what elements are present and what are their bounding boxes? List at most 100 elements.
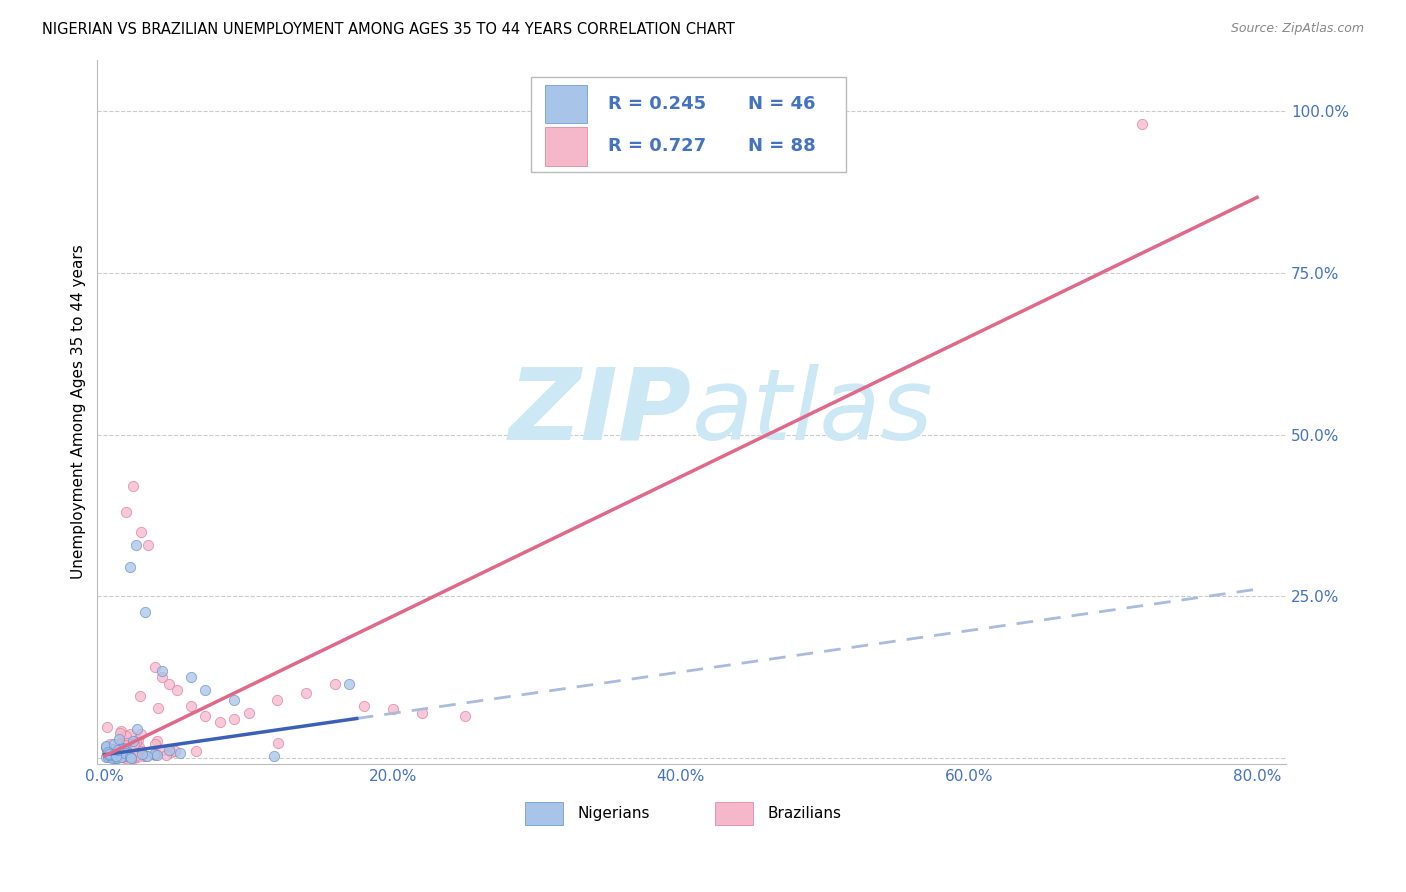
Point	[143, 737, 166, 751]
Point	[194, 709, 217, 723]
Text: NIGERIAN VS BRAZILIAN UNEMPLOYMENT AMONG AGES 35 TO 44 YEARS CORRELATION CHART: NIGERIAN VS BRAZILIAN UNEMPLOYMENT AMONG…	[42, 22, 735, 37]
Point	[110, 749, 132, 764]
Point	[184, 744, 207, 758]
Point	[295, 686, 318, 700]
Point	[120, 751, 142, 765]
Point	[111, 750, 134, 764]
Point	[101, 750, 124, 764]
Point	[110, 736, 132, 750]
Point	[125, 537, 148, 551]
Point	[208, 715, 231, 730]
Point	[117, 745, 139, 759]
Point	[263, 748, 285, 763]
Point	[101, 747, 124, 761]
Point	[118, 727, 141, 741]
Point	[166, 683, 188, 698]
Point	[107, 750, 129, 764]
Point	[98, 737, 121, 751]
Point	[112, 741, 135, 756]
Point	[118, 750, 141, 764]
Point	[107, 747, 129, 761]
Point	[107, 743, 129, 757]
Point	[110, 750, 132, 764]
Point	[115, 505, 138, 519]
Point	[381, 702, 404, 716]
Point	[127, 733, 149, 747]
Point	[114, 748, 136, 763]
Point	[146, 700, 169, 714]
Point	[129, 524, 152, 539]
Point	[353, 699, 375, 714]
Point	[98, 747, 121, 762]
Point	[114, 750, 136, 764]
Point	[110, 724, 132, 739]
Point	[143, 660, 166, 674]
Point	[117, 749, 139, 764]
Point	[98, 747, 121, 761]
Point	[108, 742, 131, 756]
Point	[97, 745, 120, 759]
Point	[180, 699, 202, 714]
Point	[97, 749, 120, 764]
Point	[108, 725, 131, 739]
Point	[114, 744, 136, 758]
Text: Nigerians: Nigerians	[578, 806, 650, 822]
Point	[135, 748, 157, 763]
Text: atlas: atlas	[692, 364, 934, 460]
Point	[108, 747, 131, 761]
Point	[108, 742, 131, 756]
Point	[194, 683, 217, 698]
Point	[180, 670, 202, 684]
Point	[169, 746, 191, 760]
Point	[107, 731, 129, 746]
Point	[134, 606, 156, 620]
Point	[115, 736, 138, 750]
Point	[105, 749, 128, 764]
Bar	[546, 127, 588, 166]
Bar	[526, 803, 564, 825]
Point	[266, 692, 288, 706]
Point	[155, 747, 177, 762]
Point	[122, 479, 145, 493]
Point	[143, 748, 166, 763]
Point	[125, 735, 148, 749]
Point	[105, 751, 128, 765]
Point	[94, 750, 117, 764]
Point	[107, 749, 129, 764]
Text: Brazilians: Brazilians	[768, 806, 842, 822]
Point	[129, 744, 152, 758]
Point	[120, 751, 142, 765]
Point	[238, 706, 260, 720]
Point	[157, 676, 180, 690]
Point	[103, 750, 125, 764]
Bar	[716, 803, 754, 825]
Point	[96, 720, 118, 734]
Point	[143, 747, 166, 762]
Point	[224, 712, 246, 726]
Point	[97, 747, 120, 761]
Point	[129, 690, 152, 704]
Point	[120, 560, 142, 574]
Point	[266, 736, 288, 750]
Point	[1130, 117, 1153, 131]
Point	[131, 747, 153, 762]
Point	[103, 750, 125, 764]
Point	[122, 751, 145, 765]
Point	[142, 747, 165, 761]
Text: N = 88: N = 88	[748, 137, 815, 155]
Point	[103, 748, 125, 763]
Point	[103, 738, 125, 752]
Point	[115, 729, 138, 743]
Point	[454, 709, 477, 723]
Point	[160, 745, 183, 759]
Point	[96, 746, 118, 760]
Point	[224, 692, 246, 706]
Point	[323, 676, 346, 690]
Point	[152, 743, 174, 757]
Point	[157, 743, 180, 757]
Point	[112, 740, 135, 755]
Point	[104, 747, 127, 762]
Text: N = 46: N = 46	[748, 95, 815, 113]
Point	[100, 748, 122, 763]
Point	[114, 746, 136, 760]
